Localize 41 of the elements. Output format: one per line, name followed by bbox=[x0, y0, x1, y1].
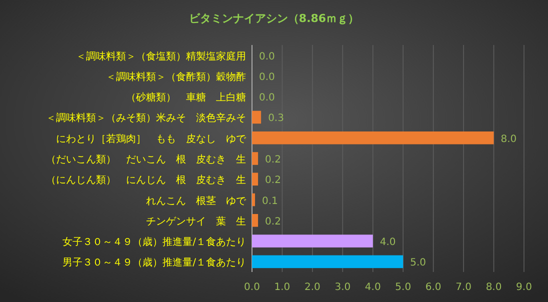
data-label: 0.2 bbox=[265, 175, 281, 186]
data-label: 5.0 bbox=[410, 258, 426, 269]
x-tick-label: 4.0 bbox=[364, 282, 381, 293]
x-tick-label: 7.0 bbox=[456, 282, 472, 293]
data-label: 0.2 bbox=[265, 154, 281, 166]
bar bbox=[252, 110, 262, 124]
bar bbox=[252, 214, 258, 227]
x-tick-label: 0.0 bbox=[244, 282, 260, 293]
y-tick-label: （だいこん類） だいこん 根 皮むき 生 bbox=[46, 154, 246, 166]
bar bbox=[252, 131, 494, 144]
data-label: 8.0 bbox=[500, 134, 517, 145]
x-tick-label: 1.0 bbox=[274, 282, 290, 293]
y-tick-label: 女子３０～４９（歳）推進量/１食あたり bbox=[62, 236, 246, 248]
y-tick-label: ＜調味料類＞（食塩類）精製塩家庭用 bbox=[76, 50, 246, 62]
data-label: 0.1 bbox=[262, 196, 278, 207]
data-label: 0.0 bbox=[259, 92, 275, 104]
data-label: 0.0 bbox=[259, 51, 275, 62]
y-tick-label: （にんじん類） にんじん 根 皮むき 生 bbox=[46, 174, 246, 186]
x-tick-label: 5.0 bbox=[395, 282, 412, 293]
bar bbox=[252, 255, 404, 268]
data-label: 4.0 bbox=[380, 237, 396, 248]
y-tick-label: 男子３０～４９（歳）推進量/１食あたり bbox=[62, 256, 246, 269]
data-label: 0.3 bbox=[268, 113, 284, 124]
y-tick-label: ＜調味料類＞（食酢類）穀物酢 bbox=[106, 70, 246, 83]
y-tick-label: （砂糖類） 車糖 上白糖 bbox=[126, 92, 246, 104]
y-tick-label: チンゲンサイ 葉 生 bbox=[146, 215, 246, 228]
bar bbox=[252, 234, 373, 248]
data-label: 0.2 bbox=[265, 216, 281, 228]
bar bbox=[252, 193, 256, 206]
x-tick-label: 6.0 bbox=[425, 282, 442, 293]
bar bbox=[252, 172, 258, 186]
y-tick-label: れんこん 根茎 ゆで bbox=[146, 194, 247, 207]
y-tick-label: にわとり［若鶏肉］ もも 皮なし ゆで bbox=[56, 132, 247, 145]
x-tick-label: 2.0 bbox=[304, 282, 320, 293]
x-tick-label: 8.0 bbox=[486, 282, 502, 293]
chart-title: ビタミンナイアシン（8.86ｍｇ） bbox=[188, 12, 360, 25]
x-tick-label: 9.0 bbox=[516, 282, 532, 293]
bar bbox=[252, 152, 258, 165]
y-tick-label: ＜調味料類＞（みそ類）米みそ 淡色辛みそ bbox=[46, 112, 246, 124]
x-tick-label: 3.0 bbox=[334, 282, 351, 293]
data-label: 0.0 bbox=[259, 72, 275, 83]
